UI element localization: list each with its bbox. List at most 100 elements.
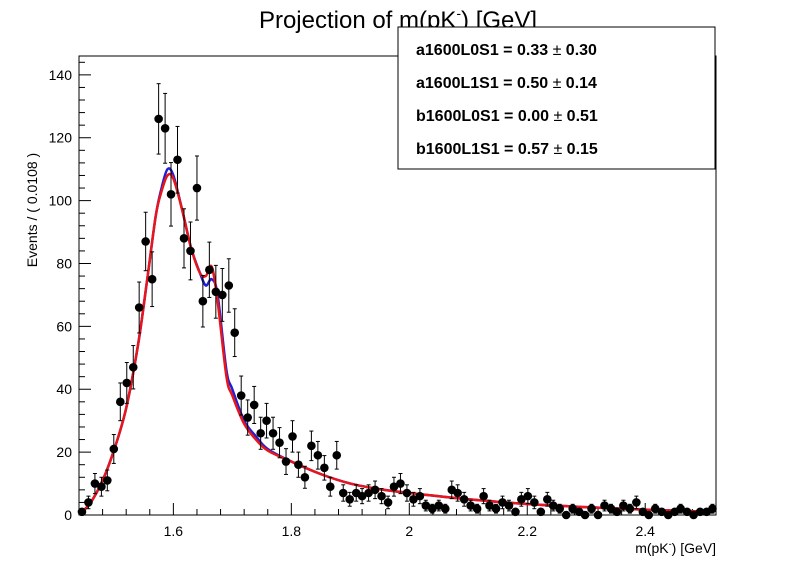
data-point bbox=[580, 510, 590, 520]
data-marker bbox=[555, 504, 564, 514]
data-marker bbox=[179, 234, 189, 243]
data-point bbox=[676, 503, 685, 514]
data-marker bbox=[472, 504, 482, 514]
data-point bbox=[536, 507, 546, 517]
data-marker bbox=[453, 488, 462, 498]
data-point bbox=[657, 507, 667, 517]
x-tick-label: 2.4 bbox=[635, 523, 655, 539]
data-marker bbox=[434, 501, 444, 510]
data-point bbox=[332, 440, 342, 470]
data-marker bbox=[409, 494, 418, 504]
data-marker bbox=[281, 457, 291, 466]
data-point bbox=[498, 495, 507, 510]
data-point bbox=[511, 507, 520, 517]
data-marker bbox=[249, 400, 259, 410]
x-tick-label: 1.8 bbox=[282, 523, 302, 539]
fit-curve-blue bbox=[81, 167, 714, 514]
data-marker bbox=[218, 290, 227, 300]
data-point bbox=[109, 434, 119, 464]
data-point bbox=[134, 281, 144, 334]
data-point bbox=[466, 499, 475, 512]
data-point bbox=[345, 491, 355, 507]
data-point bbox=[377, 488, 386, 505]
data-marker bbox=[491, 504, 501, 514]
data-point bbox=[548, 499, 558, 512]
data-point bbox=[198, 274, 208, 328]
data-point bbox=[491, 503, 501, 514]
data-marker bbox=[256, 428, 265, 438]
data-point bbox=[479, 488, 488, 505]
data-point bbox=[695, 507, 705, 517]
data-point bbox=[650, 503, 660, 514]
data-marker bbox=[485, 501, 494, 510]
data-marker bbox=[568, 504, 577, 514]
data-marker bbox=[236, 391, 246, 400]
stats-row-4: b1600L1S1 = 0.57 ± 0.15 bbox=[416, 141, 598, 158]
data-point bbox=[644, 510, 654, 520]
data-point bbox=[587, 503, 596, 514]
y-tick-label: 20 bbox=[56, 444, 72, 460]
data-point bbox=[192, 155, 202, 221]
data-marker bbox=[695, 507, 705, 517]
stats-box: a1600L0S1 = 0.33 ± 0.30 a1600L1S1 = 0.50… bbox=[397, 26, 716, 170]
data-point bbox=[568, 503, 577, 514]
data-marker bbox=[325, 482, 335, 492]
data-marker bbox=[211, 287, 221, 297]
data-marker bbox=[619, 501, 628, 510]
data-point bbox=[141, 211, 150, 272]
data-point bbox=[619, 499, 628, 512]
data-point bbox=[409, 491, 418, 507]
data-point bbox=[543, 491, 552, 507]
data-point bbox=[97, 476, 106, 497]
data-marker bbox=[530, 498, 539, 507]
y-tick-label: 60 bbox=[56, 318, 72, 334]
stats-row-2: a1600L1S1 = 0.50 ± 0.14 bbox=[416, 75, 597, 92]
data-point bbox=[173, 125, 182, 194]
data-point bbox=[154, 83, 163, 155]
data-marker bbox=[364, 488, 373, 498]
data-marker bbox=[230, 328, 240, 337]
data-marker bbox=[77, 507, 87, 517]
data-marker bbox=[345, 494, 355, 504]
data-marker bbox=[396, 479, 405, 488]
data-marker bbox=[421, 501, 431, 510]
data-point bbox=[218, 268, 227, 322]
data-point bbox=[472, 503, 482, 514]
data-marker bbox=[440, 504, 450, 514]
data-point bbox=[440, 503, 450, 514]
data-point bbox=[612, 507, 622, 517]
data-marker bbox=[676, 504, 685, 514]
data-marker bbox=[134, 303, 144, 312]
x-axis-label-tail: ) [GeV] bbox=[672, 540, 716, 556]
data-point bbox=[243, 399, 252, 436]
data-marker bbox=[377, 491, 386, 501]
data-marker bbox=[97, 482, 106, 492]
data-point bbox=[364, 484, 373, 502]
data-point bbox=[523, 488, 533, 505]
data-point bbox=[504, 499, 514, 512]
data-point bbox=[281, 448, 291, 475]
data-marker bbox=[459, 494, 469, 504]
data-marker bbox=[338, 488, 348, 498]
data-marker bbox=[708, 504, 717, 514]
y-axis-label: Events / ( 0.0108 ) bbox=[24, 153, 40, 267]
data-points bbox=[77, 83, 717, 520]
data-point bbox=[90, 473, 100, 495]
data-marker bbox=[415, 491, 425, 501]
data-marker bbox=[128, 362, 138, 372]
data-point bbox=[84, 495, 93, 510]
data-point bbox=[115, 382, 125, 422]
data-marker bbox=[313, 450, 323, 460]
data-marker bbox=[593, 510, 603, 520]
data-point bbox=[166, 162, 176, 227]
data-point bbox=[211, 264, 221, 319]
data-marker bbox=[147, 274, 157, 284]
data-point bbox=[415, 488, 425, 505]
data-marker bbox=[427, 504, 437, 514]
fit-curve-red bbox=[81, 172, 714, 514]
y-tick-label: 100 bbox=[49, 193, 73, 209]
data-point bbox=[224, 258, 234, 313]
data-marker bbox=[536, 507, 546, 517]
data-point bbox=[485, 499, 494, 512]
y-tick-label: 0 bbox=[64, 507, 72, 523]
